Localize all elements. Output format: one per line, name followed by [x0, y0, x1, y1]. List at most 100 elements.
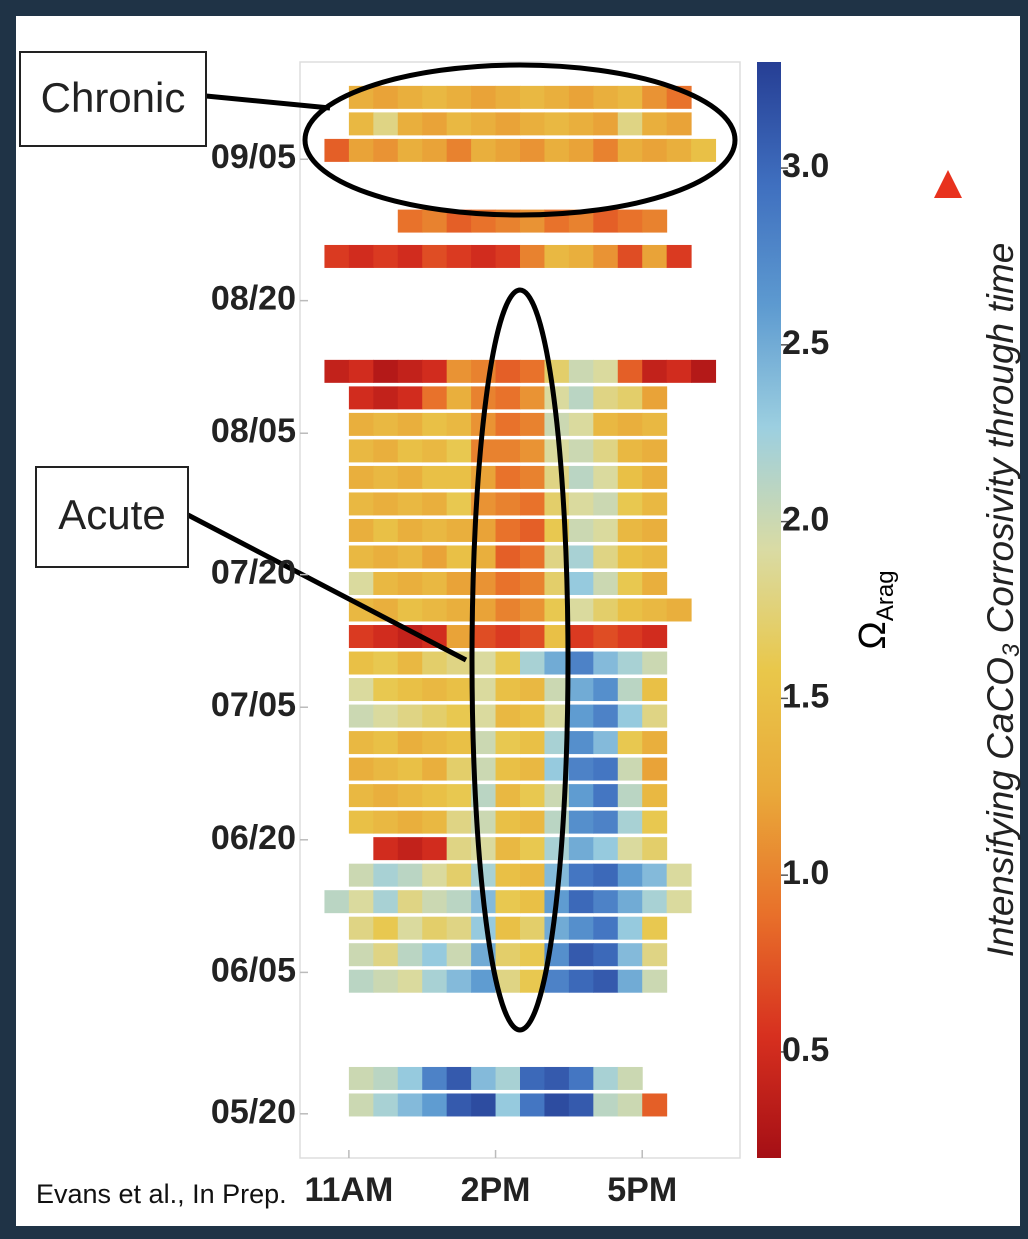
- cell: [471, 1066, 497, 1090]
- cell: [617, 704, 643, 728]
- cell: [642, 112, 668, 136]
- cell: [520, 138, 545, 162]
- cell: [471, 138, 497, 162]
- cell: [422, 890, 448, 914]
- cell: [642, 916, 668, 940]
- cell: [617, 651, 643, 675]
- cell: [495, 492, 521, 516]
- cell: [446, 837, 472, 861]
- cell: [397, 757, 423, 781]
- cell: [373, 1066, 399, 1090]
- cell: [520, 863, 545, 887]
- cell: [642, 625, 668, 649]
- cell: [397, 465, 423, 489]
- cell: [593, 890, 619, 914]
- cell: [446, 943, 472, 967]
- cell: [593, 863, 619, 887]
- colorbar-symbol: Ω: [852, 621, 894, 649]
- chronic-pointer: [205, 93, 331, 111]
- cell: [348, 518, 374, 542]
- cell: [397, 969, 423, 993]
- cell: [617, 757, 643, 781]
- cell: [617, 359, 643, 383]
- cell: [348, 890, 374, 914]
- cell: [593, 598, 619, 622]
- cell: [666, 112, 692, 136]
- cell: [593, 412, 619, 436]
- y-tick-label: 06/20: [211, 819, 296, 857]
- cell: [495, 386, 521, 410]
- cell: [373, 439, 399, 463]
- cell: [617, 625, 643, 649]
- cell: [593, 704, 619, 728]
- cell: [617, 863, 643, 887]
- cell: [348, 731, 374, 755]
- cell: [348, 386, 374, 410]
- cell: [348, 810, 374, 834]
- cell: [422, 916, 448, 940]
- y-tick-label: 06/05: [211, 951, 296, 989]
- cell: [642, 492, 668, 516]
- colorbar-label: ΩArag: [852, 570, 899, 649]
- cell: [568, 209, 594, 233]
- cell: [568, 890, 594, 914]
- cell: [422, 545, 448, 569]
- cell: [495, 518, 521, 542]
- cell: [593, 244, 619, 268]
- cell: [593, 1066, 619, 1090]
- cell: [642, 890, 668, 914]
- cell: [348, 651, 374, 675]
- cell: [446, 571, 472, 595]
- cell: [568, 545, 594, 569]
- colorbar-tick-label: 3.0: [782, 147, 829, 185]
- cell: [422, 598, 448, 622]
- cell: [495, 625, 521, 649]
- cell: [348, 412, 374, 436]
- cell: [520, 678, 545, 702]
- cell: [568, 863, 594, 887]
- cell: [495, 890, 521, 914]
- cell: [373, 810, 399, 834]
- cell: [471, 465, 497, 489]
- cell: [373, 244, 399, 268]
- cell: [373, 386, 399, 410]
- cell: [422, 969, 448, 993]
- cell: [373, 916, 399, 940]
- cell: [568, 704, 594, 728]
- cell: [617, 916, 643, 940]
- y-tick-label: 05/20: [211, 1093, 296, 1131]
- cell: [495, 85, 521, 109]
- cell: [666, 359, 692, 383]
- cell: [348, 704, 374, 728]
- cell: [642, 651, 668, 675]
- cell: [568, 465, 594, 489]
- cell: [397, 138, 423, 162]
- cell: [422, 1093, 448, 1117]
- cell: [568, 916, 594, 940]
- cell: [520, 837, 545, 861]
- cell: [642, 1093, 668, 1117]
- cell: [446, 731, 472, 755]
- cell: [642, 943, 668, 967]
- cell: [348, 1093, 374, 1117]
- cell: [642, 784, 668, 808]
- cell: [568, 412, 594, 436]
- cell: [544, 571, 570, 595]
- cell: [593, 731, 619, 755]
- cell: [397, 244, 423, 268]
- cell: [544, 85, 570, 109]
- cell: [495, 784, 521, 808]
- side-label-part: Intensifying CaCO: [980, 657, 1021, 957]
- cell: [617, 138, 643, 162]
- cell: [544, 837, 570, 861]
- cell: [617, 678, 643, 702]
- cell: [642, 386, 668, 410]
- cell: [642, 571, 668, 595]
- cell: [495, 704, 521, 728]
- cell: [446, 704, 472, 728]
- cell: [446, 678, 472, 702]
- colorbar-tick-label: 2.5: [782, 324, 829, 362]
- cell: [568, 651, 594, 675]
- cell: [373, 731, 399, 755]
- cell: [593, 465, 619, 489]
